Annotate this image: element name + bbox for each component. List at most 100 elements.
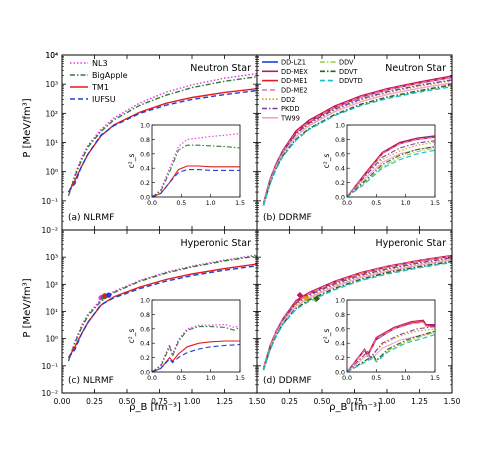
panel-b: Neutron Star(b) DDRMF0.00.20.40.60.81.00… — [256, 54, 453, 231]
inset-y-tick-label: 0.2 — [140, 355, 150, 362]
inset-x-tick-label: 1.5 — [430, 375, 440, 382]
x-axis-label-right: ρ_B [fm⁻³] — [329, 402, 381, 413]
inset-d: 0.0 0.2 0.4 0.6 0.8 1.0 0.0 0.5 1.0 1.5 c²_s — [322, 298, 440, 383]
x-tick-label: 0.75 — [151, 397, 168, 406]
panel-series-group — [262, 254, 452, 371]
inset-line-dd-me2 — [346, 321, 435, 373]
legend-label-ddv: DDV — [339, 59, 354, 67]
onset-marker-dd2 — [303, 295, 310, 302]
onset-marker-dd-mex — [296, 291, 304, 299]
inset-x-tick-label: 0.0 — [342, 200, 352, 207]
y-tick-label: 10⁻² — [41, 389, 58, 398]
panel-d: 0.25 0.50 0.75 1.00 1.25 1.50 Hyperonic Star (d… — [256, 229, 461, 406]
panel-label: (a) NLRMF — [68, 213, 114, 223]
inset-y-tick-label: 0.4 — [140, 166, 150, 173]
inset-x-tick-label: 1.0 — [206, 375, 216, 382]
inset-y-label: c²_s — [127, 154, 136, 169]
inset-line-ddv — [346, 331, 436, 373]
series-line-dd2 — [262, 258, 452, 371]
onset-marker-tm1 — [102, 293, 108, 299]
panel-title: Neutron Star — [385, 63, 446, 74]
inset-b: 0.0 0.2 0.4 0.6 0.8 1.0 0.0 0.5 1.0 1.5 c²_s — [322, 123, 440, 208]
series-line-bigapple — [67, 76, 257, 196]
inset-line-nl3 — [151, 133, 241, 198]
inset-line-ddv — [346, 147, 436, 198]
x-tick-label: 0.00 — [54, 397, 71, 406]
inset-x-tick-label: 0.5 — [371, 200, 381, 207]
legend-label-ddvt: DDVT — [339, 68, 359, 76]
panel-title: Neutron Star — [190, 63, 251, 74]
series-line-nl3 — [67, 72, 257, 196]
inset-y-tick-label: 0.0 — [140, 195, 150, 202]
legend-label-dd-mex: DD-MEX — [281, 68, 308, 76]
inset-x-tick-label: 0.0 — [147, 200, 157, 207]
y-axis-label-top: P [MeV/fm³] — [22, 98, 33, 157]
panel-series-group — [67, 254, 257, 362]
y-tick-label: 10⁴ — [45, 51, 58, 60]
inset-line-ddvtd — [346, 334, 436, 373]
y-tick-label: 10⁻¹ — [41, 197, 58, 206]
inset-y-tick-label: 1.0 — [335, 298, 345, 305]
inset-line-pkdd — [346, 140, 436, 198]
panel-series-group — [67, 72, 257, 196]
x-tick-label: 0.25 — [281, 397, 298, 406]
x-tick-label: 1.50 — [249, 397, 266, 406]
legend-label-dd-me2: DD-ME2 — [281, 87, 308, 95]
series-line-bigapple — [67, 255, 257, 362]
series-line-iufsu — [67, 265, 257, 359]
y-tick-label: 10⁻² — [41, 226, 58, 235]
inset-y-label: c²_s — [127, 329, 136, 344]
legend-label-dd2: DD2 — [281, 96, 295, 104]
inset-y-label: c²_s — [322, 329, 331, 344]
x-tick-label: 1.25 — [411, 397, 428, 406]
y-tick-label: 10¹ — [45, 139, 58, 148]
y-axis-label-bottom: P [MeV/fm³] — [22, 278, 33, 337]
x-tick-label: 1.25 — [216, 397, 233, 406]
inset-y-tick-label: 0.2 — [335, 355, 345, 362]
inset-y-tick-label: 0.0 — [335, 370, 345, 377]
inset-line-dd-me2 — [346, 136, 436, 198]
inset-y-tick-label: 0.6 — [140, 151, 150, 158]
panel-title: Hyperonic Star — [180, 238, 251, 249]
inset-y-tick-label: 0.8 — [335, 137, 345, 144]
x-axis-label-left: ρ_B [fm⁻³] — [129, 402, 181, 413]
legend-label-iufsu: IUFSU — [92, 95, 116, 104]
inset-y-label: c²_s — [322, 154, 331, 169]
inset-line-ddvt — [346, 330, 436, 373]
legend-label-tw99: TW99 — [280, 114, 300, 122]
x-tick-label: 1.00 — [184, 397, 201, 406]
y-tick-label: 10² — [45, 280, 58, 289]
y-tick-label: 10⁰ — [45, 335, 58, 344]
inset-y-tick-label: 0.4 — [335, 341, 345, 348]
onset-marker-ddvt — [313, 295, 320, 302]
series-line-ddvtd — [262, 86, 452, 206]
inset-y-tick-label: 0.6 — [335, 151, 345, 158]
legend-ddrmf: DD-LZ1DD-MEXDD-ME1DD-ME2DD2PKDDTW99DDVDD… — [262, 59, 363, 122]
y-tick-label: 10² — [45, 109, 58, 118]
inset-y-tick-label: 0.2 — [140, 180, 150, 187]
inset-y-tick-label: 1.0 — [140, 123, 150, 130]
x-tick-label: 0.75 — [346, 397, 363, 406]
inset-line-dd-mex — [346, 135, 436, 198]
inset-y-tick-label: 0.2 — [335, 180, 345, 187]
inset-frame — [346, 124, 436, 198]
inset-y-tick-label: 0.4 — [335, 166, 345, 173]
inset-x-tick-label: 1.0 — [401, 375, 411, 382]
inset-line-ddvtd — [346, 149, 436, 198]
inset-frame — [151, 124, 241, 198]
inset-y-tick-label: 0.8 — [140, 312, 150, 319]
panel-title: Hyperonic Star — [375, 238, 446, 249]
legend-label-pkdd: PKDD — [281, 105, 299, 113]
y-tick-label: 10³ — [45, 80, 58, 89]
panel-label: (b) DDRMF — [263, 213, 312, 223]
inset-line-tw99 — [346, 146, 436, 198]
inset-y-tick-label: 0.6 — [140, 326, 150, 333]
inset-line-iufsu — [151, 344, 241, 373]
inset-line-tm1 — [151, 165, 240, 198]
x-tick-label: 1.50 — [444, 397, 461, 406]
legend-label-dd-me1: DD-ME1 — [281, 77, 308, 85]
legend-label-tm1: TM1 — [91, 83, 109, 92]
